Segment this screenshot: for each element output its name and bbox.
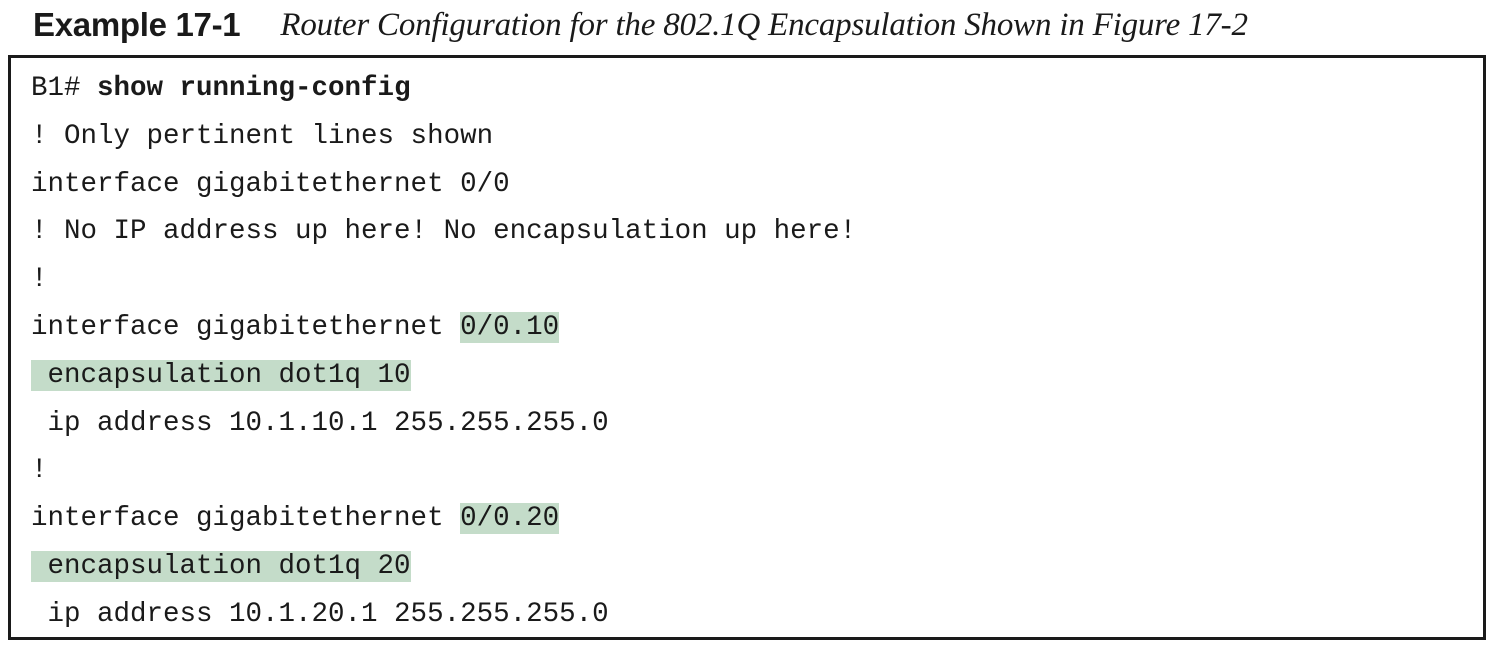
- config-line-9: !: [31, 455, 48, 486]
- highlighted-subinterface: 0/0.10: [460, 312, 560, 343]
- example-label: Example 17-1: [33, 6, 241, 43]
- config-line-8: ip address 10.1.10.1 255.255.255.0: [31, 408, 609, 439]
- highlighted-subinterface: 0/0.20: [460, 503, 560, 534]
- config-line-4: ! No IP address up here! No encapsulatio…: [31, 216, 857, 247]
- config-line-11: encapsulation dot1q 20: [31, 550, 411, 584]
- highlighted-encapsulation: encapsulation dot1q 10: [31, 360, 411, 391]
- config-listing: B1# show running-config ! Only pertinent…: [8, 55, 1486, 640]
- cli-prompt: B1#: [31, 73, 98, 104]
- config-line-2: ! Only pertinent lines shown: [31, 121, 494, 152]
- config-line-10: interface gigabitethernet 0/0.20: [31, 502, 560, 536]
- highlighted-encapsulation: encapsulation dot1q 20: [31, 551, 411, 582]
- example-caption: Router Configuration for the 802.1Q Enca…: [280, 6, 1248, 43]
- config-line-3: interface gigabitethernet 0/0: [31, 169, 510, 200]
- example-header: Example 17-1 Router Configuration for th…: [33, 0, 1248, 50]
- interface-text: interface gigabitethernet: [31, 503, 461, 534]
- config-line-7: encapsulation dot1q 10: [31, 359, 411, 393]
- config-line-12: ip address 10.1.20.1 255.255.255.0: [31, 599, 609, 630]
- interface-text: interface gigabitethernet: [31, 312, 461, 343]
- cli-command: show running-config: [97, 73, 411, 104]
- config-line-1: B1# show running-config: [31, 72, 411, 106]
- config-line-6: interface gigabitethernet 0/0.10: [31, 311, 560, 345]
- config-line-5: !: [31, 264, 48, 295]
